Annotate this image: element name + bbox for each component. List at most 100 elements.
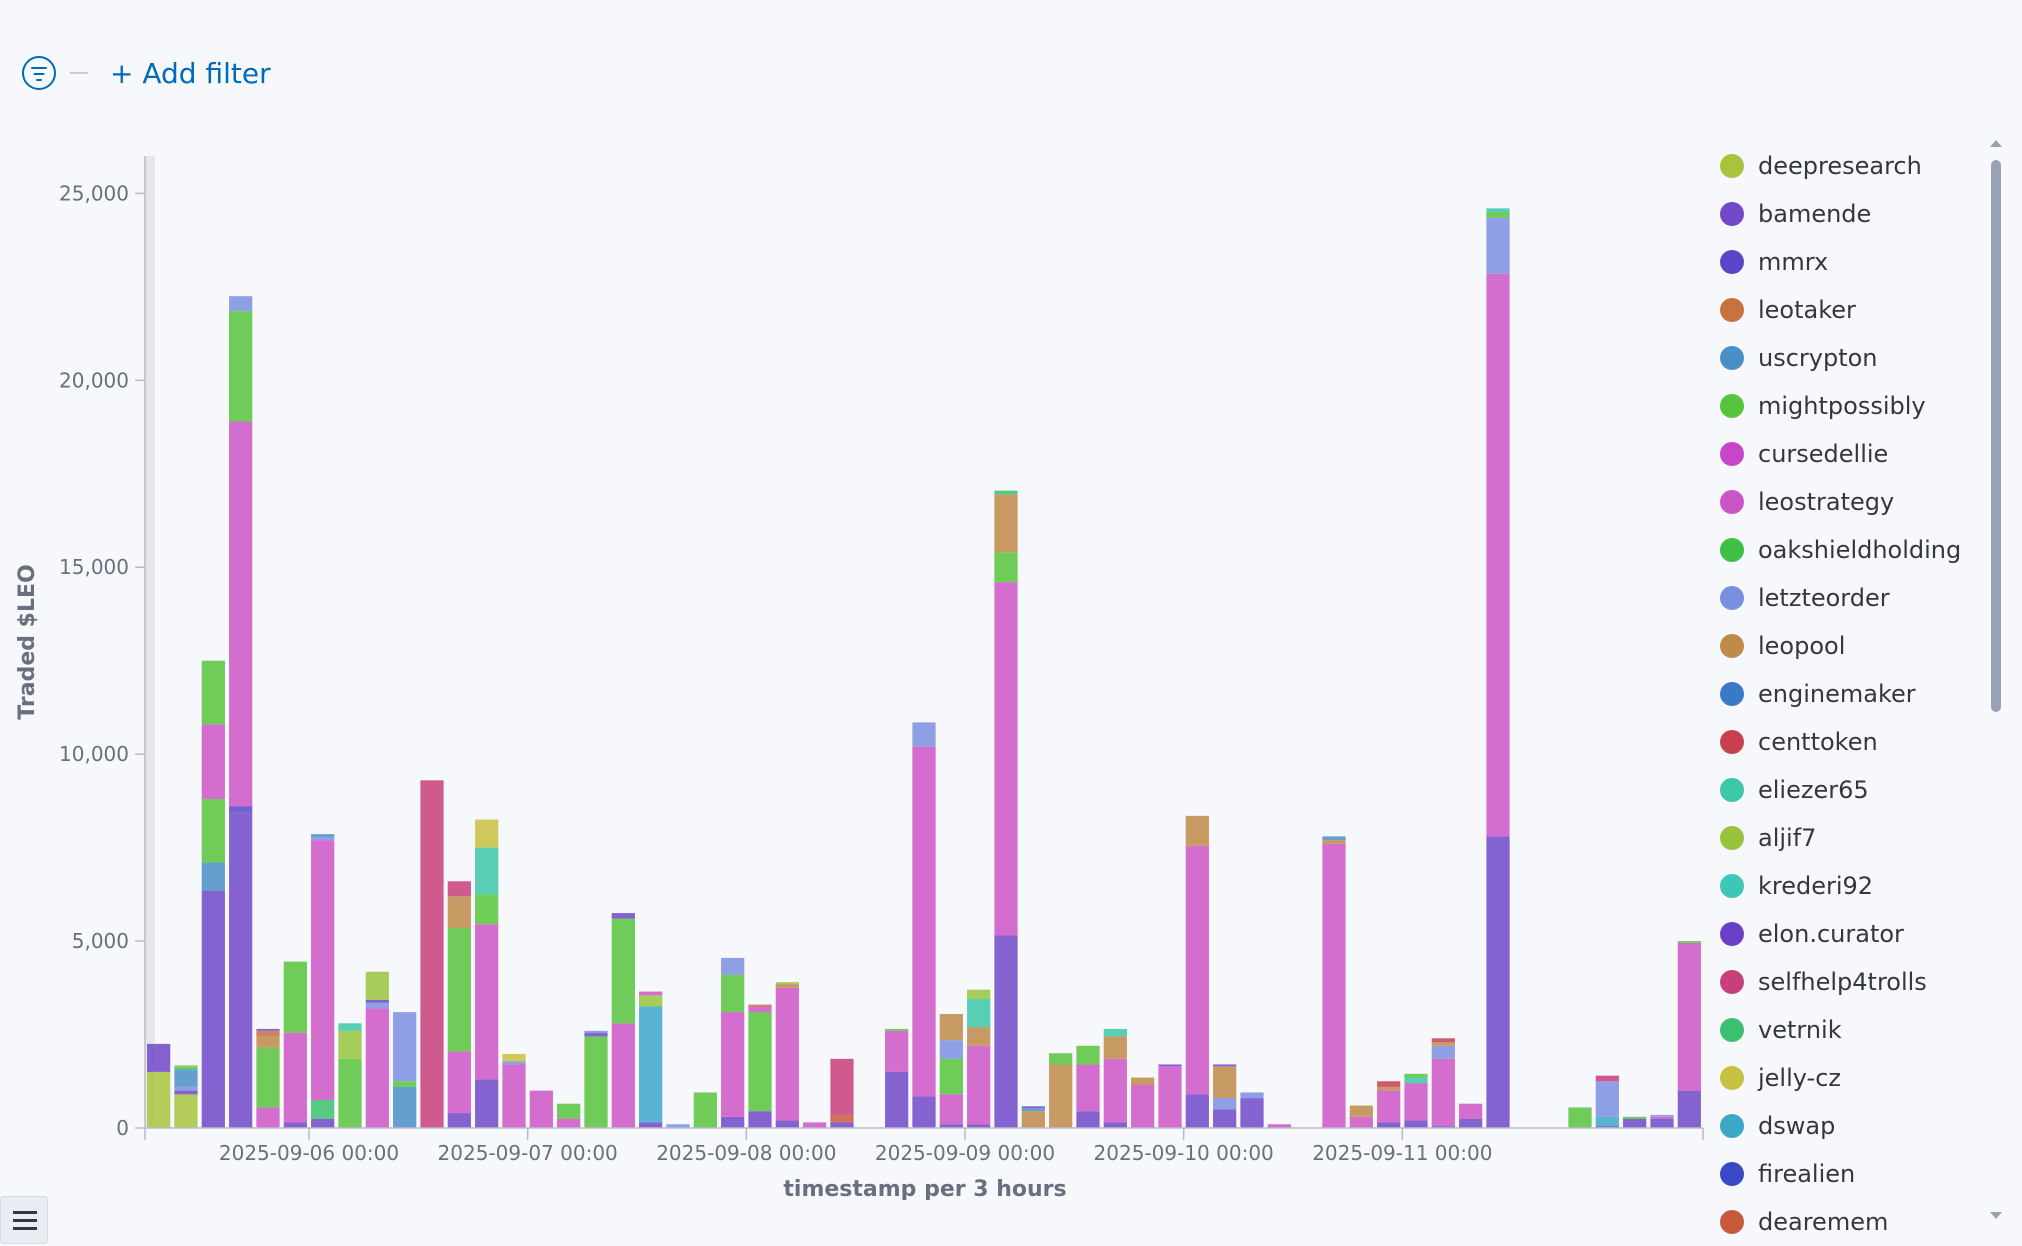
bar-segment-vetrnik[interactable]: [174, 1067, 198, 1071]
bar-segment-bamende[interactable]: [967, 1124, 991, 1128]
bar-segment-deepresearch[interactable]: [147, 1071, 171, 1128]
bar-segment-eliezer65[interactable]: [1486, 208, 1510, 213]
bar-segment-mightpossibly[interactable]: [885, 1028, 909, 1031]
bar-segment-leostrategy[interactable]: [256, 1107, 280, 1128]
bar-segment-leostrategy[interactable]: [1076, 1064, 1100, 1112]
bar-segment-eliezer65[interactable]: [1404, 1077, 1428, 1084]
bar-segment-bamende[interactable]: [1404, 1120, 1428, 1128]
bar-segment-letzteorder[interactable]: [666, 1124, 690, 1128]
bar-segment-leostrategy[interactable]: [447, 1051, 471, 1114]
bar-segment-leostrategy[interactable]: [283, 1032, 307, 1123]
bar-segment-leostrategy[interactable]: [775, 987, 799, 1121]
triangle-up-icon[interactable]: [1990, 140, 2002, 147]
bar-segment-leopool[interactable]: [939, 1013, 963, 1041]
bar-segment-leopool[interactable]: [1049, 1064, 1073, 1128]
bar-segment-bamende[interactable]: [1103, 1122, 1127, 1128]
bar-segment-leostrategy[interactable]: [1103, 1058, 1127, 1123]
bar-segment-leostrategy[interactable]: [1677, 942, 1701, 1091]
bar-segment-uscrypton[interactable]: [174, 1070, 198, 1087]
bar-stack[interactable]: [365, 971, 389, 1128]
bar-segment-mightpossibly[interactable]: [1076, 1045, 1100, 1065]
bar-stack[interactable]: [283, 961, 307, 1128]
bar-segment-centtoken[interactable]: [1431, 1038, 1455, 1043]
bar-segment-bamende[interactable]: [1677, 1090, 1701, 1128]
bar-segment-eliezer65[interactable]: [338, 1023, 362, 1031]
bar-segment-leostrategy[interactable]: [912, 746, 936, 1097]
bar-stack[interactable]: [529, 1090, 553, 1128]
bar-segment-uscrypton[interactable]: [1322, 836, 1346, 841]
bar-segment-bamende[interactable]: [1595, 1126, 1619, 1128]
bar-stack[interactable]: [502, 1053, 526, 1128]
filter-circle-icon[interactable]: [22, 56, 56, 90]
bar-segment-leopool[interactable]: [1377, 1086, 1401, 1091]
bar-segment-leostrategy[interactable]: [1459, 1103, 1483, 1119]
bar-segment-leostrategy[interactable]: [1131, 1085, 1155, 1128]
bar-segment-leostrategy[interactable]: [639, 991, 663, 996]
bar-segment-leopool[interactable]: [1131, 1077, 1155, 1086]
list-icon[interactable]: [0, 1196, 48, 1244]
bar-segment-leostrategy[interactable]: [365, 1008, 389, 1128]
bar-segment-mightpossibly[interactable]: [1404, 1073, 1428, 1078]
bar-segment-aljif7[interactable]: [967, 989, 991, 1000]
bar-stack[interactable]: [775, 982, 799, 1128]
bar-segment-bamende[interactable]: [1650, 1118, 1674, 1128]
bar-stack[interactable]: [229, 296, 253, 1128]
bar-segment-mightpossibly[interactable]: [447, 927, 471, 1052]
bar-segment-leostrategy[interactable]: [1267, 1124, 1291, 1128]
bar-segment-leopool[interactable]: [447, 896, 471, 928]
bar-segment-selfhelp4trolls[interactable]: [1595, 1075, 1619, 1082]
bar-stack[interactable]: [1049, 1053, 1073, 1128]
legend-item[interactable]: vetrnik: [1718, 1006, 1988, 1054]
bar-segment-bamende[interactable]: [1486, 836, 1510, 1128]
bar-segment-dswap[interactable]: [639, 1006, 663, 1123]
bar-segment-leopool[interactable]: [1322, 840, 1346, 844]
bar-stack[interactable]: [1431, 1038, 1455, 1128]
bar-stack[interactable]: [475, 819, 499, 1128]
bar-segment-letzteorder[interactable]: [912, 722, 936, 747]
bar-segment-aljif7[interactable]: [365, 971, 389, 1000]
bar-segment-bamende[interactable]: [1213, 1064, 1237, 1067]
legend-item[interactable]: dearemem: [1718, 1198, 1988, 1242]
bar-segment-bamende[interactable]: [885, 1071, 909, 1128]
bar-segment-leotaker[interactable]: [256, 1030, 280, 1037]
bar-stack[interactable]: [639, 991, 663, 1128]
bar-segment-bamende[interactable]: [1021, 1106, 1045, 1109]
bar-segment-leotaker[interactable]: [748, 1004, 772, 1007]
bar-segment-mightpossibly[interactable]: [393, 1081, 417, 1087]
bar-segment-mightpossibly[interactable]: [229, 311, 253, 422]
legend-item[interactable]: bamende: [1718, 190, 1988, 238]
bar-segment-centtoken[interactable]: [1377, 1081, 1401, 1087]
bar-segment-letzteorder[interactable]: [1240, 1092, 1264, 1099]
bar-segment-leostrategy[interactable]: [1486, 273, 1510, 837]
bar-segment-letzteorder[interactable]: [1213, 1098, 1237, 1110]
bar-stack[interactable]: [1131, 1077, 1155, 1128]
bar-segment-bamende[interactable]: [1459, 1118, 1483, 1128]
bar-segment-leostrategy[interactable]: [994, 582, 1018, 936]
bar-segment-leostrategy[interactable]: [1349, 1116, 1373, 1128]
bar-segment-eliezer65[interactable]: [475, 847, 499, 895]
bar-stack[interactable]: [1404, 1073, 1428, 1128]
bar-segment-bamende[interactable]: [584, 1032, 608, 1037]
bar-segment-leostrategy[interactable]: [939, 1094, 963, 1125]
bar-segment-mightpossibly[interactable]: [1677, 941, 1701, 943]
bar-segment-bamende[interactable]: [1240, 1098, 1264, 1128]
bar-segment-letzteorder[interactable]: [939, 1040, 963, 1059]
bar-stack[interactable]: [447, 881, 471, 1128]
bar-stack[interactable]: [721, 957, 745, 1128]
bar-segment-leostrategy[interactable]: [502, 1064, 526, 1128]
legend-item[interactable]: mmrx: [1718, 238, 1988, 286]
bar-segment-jelly-cz[interactable]: [475, 819, 499, 848]
bar-segment-leostrategy[interactable]: [1185, 845, 1209, 1095]
bar-stack[interactable]: [803, 1122, 827, 1128]
bar-segment-leostrategy[interactable]: [311, 840, 335, 1100]
bar-segment-bamende[interactable]: [1377, 1122, 1401, 1128]
bar-stack[interactable]: [557, 1103, 581, 1128]
bar-segment-letzteorder[interactable]: [365, 1002, 389, 1009]
bar-stack[interactable]: [338, 1023, 362, 1128]
bar-stack[interactable]: [147, 1043, 171, 1128]
bar-segment-dearemem[interactable]: [830, 1114, 854, 1123]
bar-segment-bamende[interactable]: [283, 1122, 307, 1128]
bar-segment-leopool[interactable]: [1103, 1036, 1127, 1059]
bar-segment-bamende[interactable]: [1213, 1109, 1237, 1128]
bar-segment-bamende[interactable]: [1076, 1111, 1100, 1128]
